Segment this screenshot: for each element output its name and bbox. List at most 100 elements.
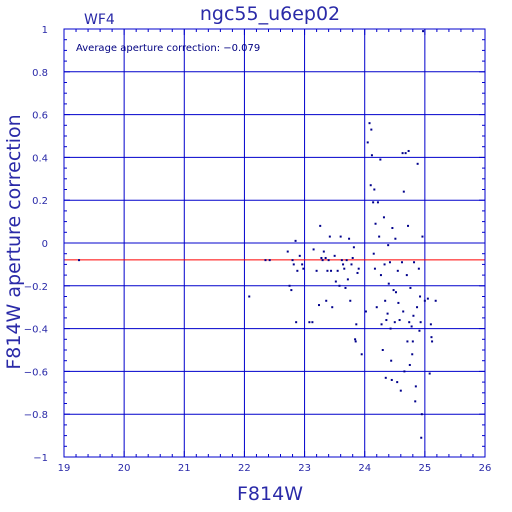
data-point [292, 263, 295, 266]
data-point [346, 278, 349, 281]
data-point [431, 340, 434, 343]
data-point [342, 263, 345, 266]
data-point [409, 286, 412, 289]
x-tick-label: 23 [298, 463, 311, 474]
data-point [376, 201, 379, 204]
data-point [420, 413, 423, 416]
y-tick-label: −1 [33, 453, 48, 464]
data-point [311, 321, 314, 324]
y-axis-label: F814W aperture correction [3, 114, 25, 369]
axis-ticks [63, 28, 486, 458]
data-point [401, 261, 404, 264]
data-point [414, 385, 417, 388]
y-tick-label: −0.2 [24, 282, 48, 293]
data-point [389, 327, 392, 330]
data-point [382, 216, 385, 219]
data-point [412, 314, 415, 317]
data-point [390, 359, 393, 362]
data-point [408, 363, 411, 366]
data-point [356, 271, 359, 274]
y-tick-label: 0 [42, 239, 48, 250]
data-point [370, 128, 373, 131]
chart-title: ngc55_u6ep02 [200, 3, 340, 25]
data-point [286, 250, 289, 253]
data-point [351, 256, 354, 259]
data-point [387, 282, 390, 285]
data-point [319, 224, 322, 227]
data-point [385, 319, 388, 322]
average-annotation: Average aperture correction: −0.079 [76, 43, 260, 54]
data-point [380, 323, 383, 326]
data-point [399, 389, 402, 392]
data-point [413, 261, 416, 264]
data-point [419, 295, 422, 298]
data-point [301, 263, 304, 266]
grid-lines [64, 29, 485, 457]
data-point [268, 259, 271, 262]
data-point [420, 436, 423, 439]
data-point [294, 239, 297, 242]
data-point [401, 152, 404, 155]
y-tick-label: 0.2 [32, 196, 48, 207]
x-tick-label: 21 [178, 463, 191, 474]
y-tick-label: −0.6 [24, 367, 48, 378]
data-point [378, 235, 381, 238]
data-point [336, 269, 339, 272]
data-point [324, 256, 327, 259]
data-point [312, 248, 315, 251]
data-point [288, 284, 291, 287]
data-point [352, 246, 355, 249]
data-point [403, 370, 406, 373]
data-point [421, 235, 424, 238]
data-point [264, 259, 267, 262]
data-point [78, 259, 81, 262]
data-point [296, 269, 299, 272]
data-point [411, 353, 414, 356]
data-point [344, 286, 347, 289]
data-point [322, 250, 325, 253]
data-point [379, 274, 382, 277]
data-point [345, 259, 348, 262]
data-point [405, 274, 408, 277]
data-point [355, 323, 358, 326]
data-point [373, 188, 376, 191]
data-point [350, 263, 353, 266]
data-point [315, 269, 318, 272]
data-point [383, 263, 386, 266]
data-point [333, 254, 336, 257]
data-point [406, 340, 409, 343]
x-tick-label: 26 [479, 463, 492, 474]
x-axis-label: F814W [237, 483, 303, 505]
data-point [408, 321, 411, 324]
data-point [417, 267, 420, 270]
data-point [349, 299, 352, 302]
y-tick-label: 1 [42, 25, 48, 36]
data-point [248, 295, 251, 298]
y-tick-label: −0.4 [24, 325, 48, 336]
data-point [422, 30, 425, 33]
data-point [375, 306, 378, 309]
data-point [430, 336, 433, 339]
y-tick-label: 0.4 [32, 153, 48, 164]
x-tick-label: 24 [358, 463, 371, 474]
data-point [302, 267, 305, 270]
data-point [325, 299, 328, 302]
data-point [381, 349, 384, 351]
y-tick-labels: −1 −0.8 −0.6 −0.4 −0.2 0 0.2 0.4 0.6 0.8 1 [24, 25, 48, 464]
data-point [321, 259, 324, 262]
data-point [393, 321, 396, 324]
data-point [402, 310, 405, 313]
data-point [426, 297, 429, 300]
data-point [354, 340, 357, 343]
data-point [428, 372, 431, 375]
data-point [328, 235, 331, 238]
y-tick-label: 0.8 [32, 68, 48, 79]
data-point [368, 122, 371, 125]
data-point [331, 306, 334, 309]
data-point [414, 400, 417, 403]
data-point [384, 376, 387, 379]
data-point [330, 269, 333, 272]
data-point [298, 254, 301, 257]
data-point [340, 259, 343, 262]
data-point [386, 312, 389, 315]
